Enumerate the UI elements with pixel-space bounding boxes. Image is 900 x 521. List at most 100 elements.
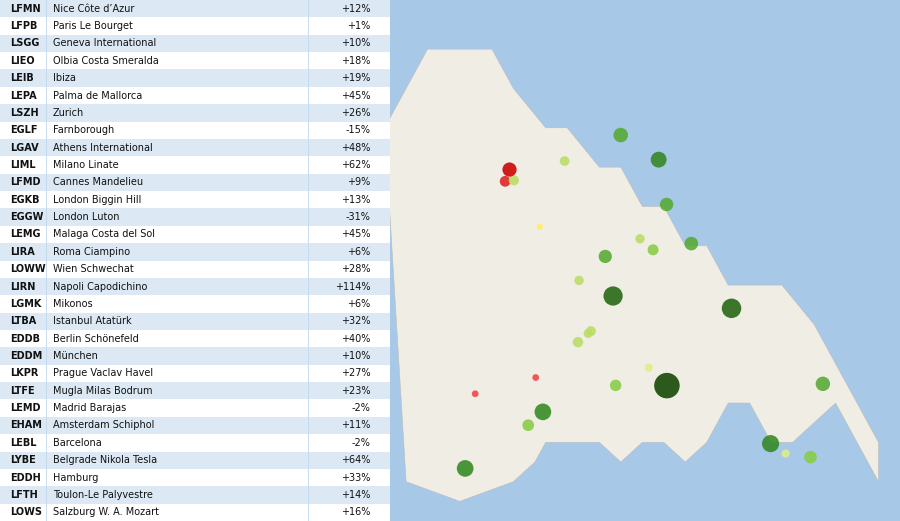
Text: Olbia Costa Smeralda: Olbia Costa Smeralda bbox=[52, 56, 158, 66]
Text: LEMG: LEMG bbox=[10, 229, 40, 240]
Text: London Biggin Hill: London Biggin Hill bbox=[52, 195, 141, 205]
Text: LIML: LIML bbox=[10, 160, 35, 170]
Text: LOWW: LOWW bbox=[10, 264, 45, 274]
Bar bbox=[0, 191, 390, 208]
Text: EGKB: EGKB bbox=[10, 195, 40, 205]
Bar bbox=[0, 452, 390, 469]
Bar bbox=[0, 121, 390, 139]
Point bbox=[502, 165, 517, 173]
Text: +48%: +48% bbox=[341, 143, 371, 153]
Text: Mikonos: Mikonos bbox=[52, 299, 93, 309]
Point bbox=[584, 327, 598, 336]
Bar bbox=[0, 504, 390, 521]
Text: LSGG: LSGG bbox=[10, 39, 39, 48]
Text: Milano Linate: Milano Linate bbox=[52, 160, 118, 170]
Bar bbox=[0, 486, 390, 504]
Bar bbox=[0, 365, 390, 382]
Text: Istanbul Atatürk: Istanbul Atatürk bbox=[52, 316, 131, 326]
Bar bbox=[0, 17, 390, 35]
Text: Hamburg: Hamburg bbox=[52, 473, 98, 482]
Bar bbox=[0, 400, 390, 417]
Polygon shape bbox=[384, 49, 878, 501]
Text: LIRA: LIRA bbox=[10, 247, 34, 257]
Text: LEIB: LEIB bbox=[10, 73, 33, 83]
Point bbox=[557, 157, 572, 165]
Text: Belgrade Nikola Tesla: Belgrade Nikola Tesla bbox=[52, 455, 157, 465]
Text: LYBE: LYBE bbox=[10, 455, 35, 465]
Text: +11%: +11% bbox=[341, 420, 371, 430]
Text: Farnborough: Farnborough bbox=[52, 125, 114, 135]
Bar bbox=[0, 348, 390, 365]
Text: +6%: +6% bbox=[347, 247, 371, 257]
Text: +62%: +62% bbox=[341, 160, 371, 170]
Text: +13%: +13% bbox=[341, 195, 371, 205]
Text: LOWS: LOWS bbox=[10, 507, 41, 517]
Point bbox=[608, 381, 623, 390]
Bar bbox=[0, 69, 390, 87]
Text: München: München bbox=[52, 351, 97, 361]
Text: EDDH: EDDH bbox=[10, 473, 40, 482]
Text: -15%: -15% bbox=[346, 125, 371, 135]
Text: LIEO: LIEO bbox=[10, 56, 34, 66]
Text: London Luton: London Luton bbox=[52, 212, 119, 222]
Text: LKPR: LKPR bbox=[10, 368, 38, 378]
Point bbox=[660, 381, 674, 390]
Text: +14%: +14% bbox=[341, 490, 371, 500]
Text: LFPB: LFPB bbox=[10, 21, 37, 31]
Text: LTFE: LTFE bbox=[10, 386, 34, 396]
Text: Athens International: Athens International bbox=[52, 143, 152, 153]
Text: LEBL: LEBL bbox=[10, 438, 36, 448]
Text: +114%: +114% bbox=[335, 281, 371, 292]
Text: Geneva International: Geneva International bbox=[52, 39, 156, 48]
Point bbox=[536, 408, 550, 416]
Bar bbox=[0, 35, 390, 52]
Point bbox=[521, 421, 535, 429]
Bar bbox=[0, 139, 390, 156]
Text: Toulon-Le Palyvestre: Toulon-Le Palyvestre bbox=[52, 490, 152, 500]
Point bbox=[580, 329, 595, 338]
Text: LGMK: LGMK bbox=[10, 299, 41, 309]
Text: +23%: +23% bbox=[341, 386, 371, 396]
Text: +10%: +10% bbox=[341, 351, 371, 361]
Text: Barcelona: Barcelona bbox=[52, 438, 102, 448]
Text: LGAV: LGAV bbox=[10, 143, 39, 153]
Text: Wien Schwechat: Wien Schwechat bbox=[52, 264, 133, 274]
Text: Berlin Schönefeld: Berlin Schönefeld bbox=[52, 333, 139, 344]
Point bbox=[571, 338, 585, 346]
Text: LTBA: LTBA bbox=[10, 316, 36, 326]
Bar bbox=[0, 87, 390, 104]
Bar bbox=[0, 469, 390, 486]
Bar bbox=[0, 0, 390, 17]
Point bbox=[804, 453, 818, 461]
Text: EGLF: EGLF bbox=[10, 125, 37, 135]
Point bbox=[606, 292, 620, 300]
Text: Prague Vaclav Havel: Prague Vaclav Havel bbox=[52, 368, 153, 378]
Point bbox=[652, 155, 666, 164]
Text: +10%: +10% bbox=[341, 39, 371, 48]
Text: +19%: +19% bbox=[341, 73, 371, 83]
Bar bbox=[0, 434, 390, 452]
Text: +45%: +45% bbox=[341, 229, 371, 240]
Point bbox=[763, 439, 778, 448]
Text: Salzburg W. A. Mozart: Salzburg W. A. Mozart bbox=[52, 507, 158, 517]
Bar bbox=[0, 382, 390, 400]
Text: Paris Le Bourget: Paris Le Bourget bbox=[52, 21, 132, 31]
Text: EGGW: EGGW bbox=[10, 212, 43, 222]
Text: Nice Côte d’Azur: Nice Côte d’Azur bbox=[52, 4, 134, 14]
Text: +33%: +33% bbox=[341, 473, 371, 482]
Text: Malaga Costa del Sol: Malaga Costa del Sol bbox=[52, 229, 155, 240]
Bar bbox=[0, 313, 390, 330]
Point bbox=[498, 177, 512, 185]
Text: +28%: +28% bbox=[341, 264, 371, 274]
Text: Ibiza: Ibiza bbox=[52, 73, 76, 83]
Point bbox=[724, 304, 739, 313]
Text: +64%: +64% bbox=[341, 455, 371, 465]
Text: +32%: +32% bbox=[341, 316, 371, 326]
Point bbox=[614, 131, 628, 139]
Point bbox=[468, 390, 482, 398]
Bar bbox=[0, 208, 390, 226]
Text: LFMD: LFMD bbox=[10, 177, 40, 188]
Text: +9%: +9% bbox=[347, 177, 371, 188]
Text: Amsterdam Schiphol: Amsterdam Schiphol bbox=[52, 420, 154, 430]
Text: Mugla Milas Bodrum: Mugla Milas Bodrum bbox=[52, 386, 152, 396]
